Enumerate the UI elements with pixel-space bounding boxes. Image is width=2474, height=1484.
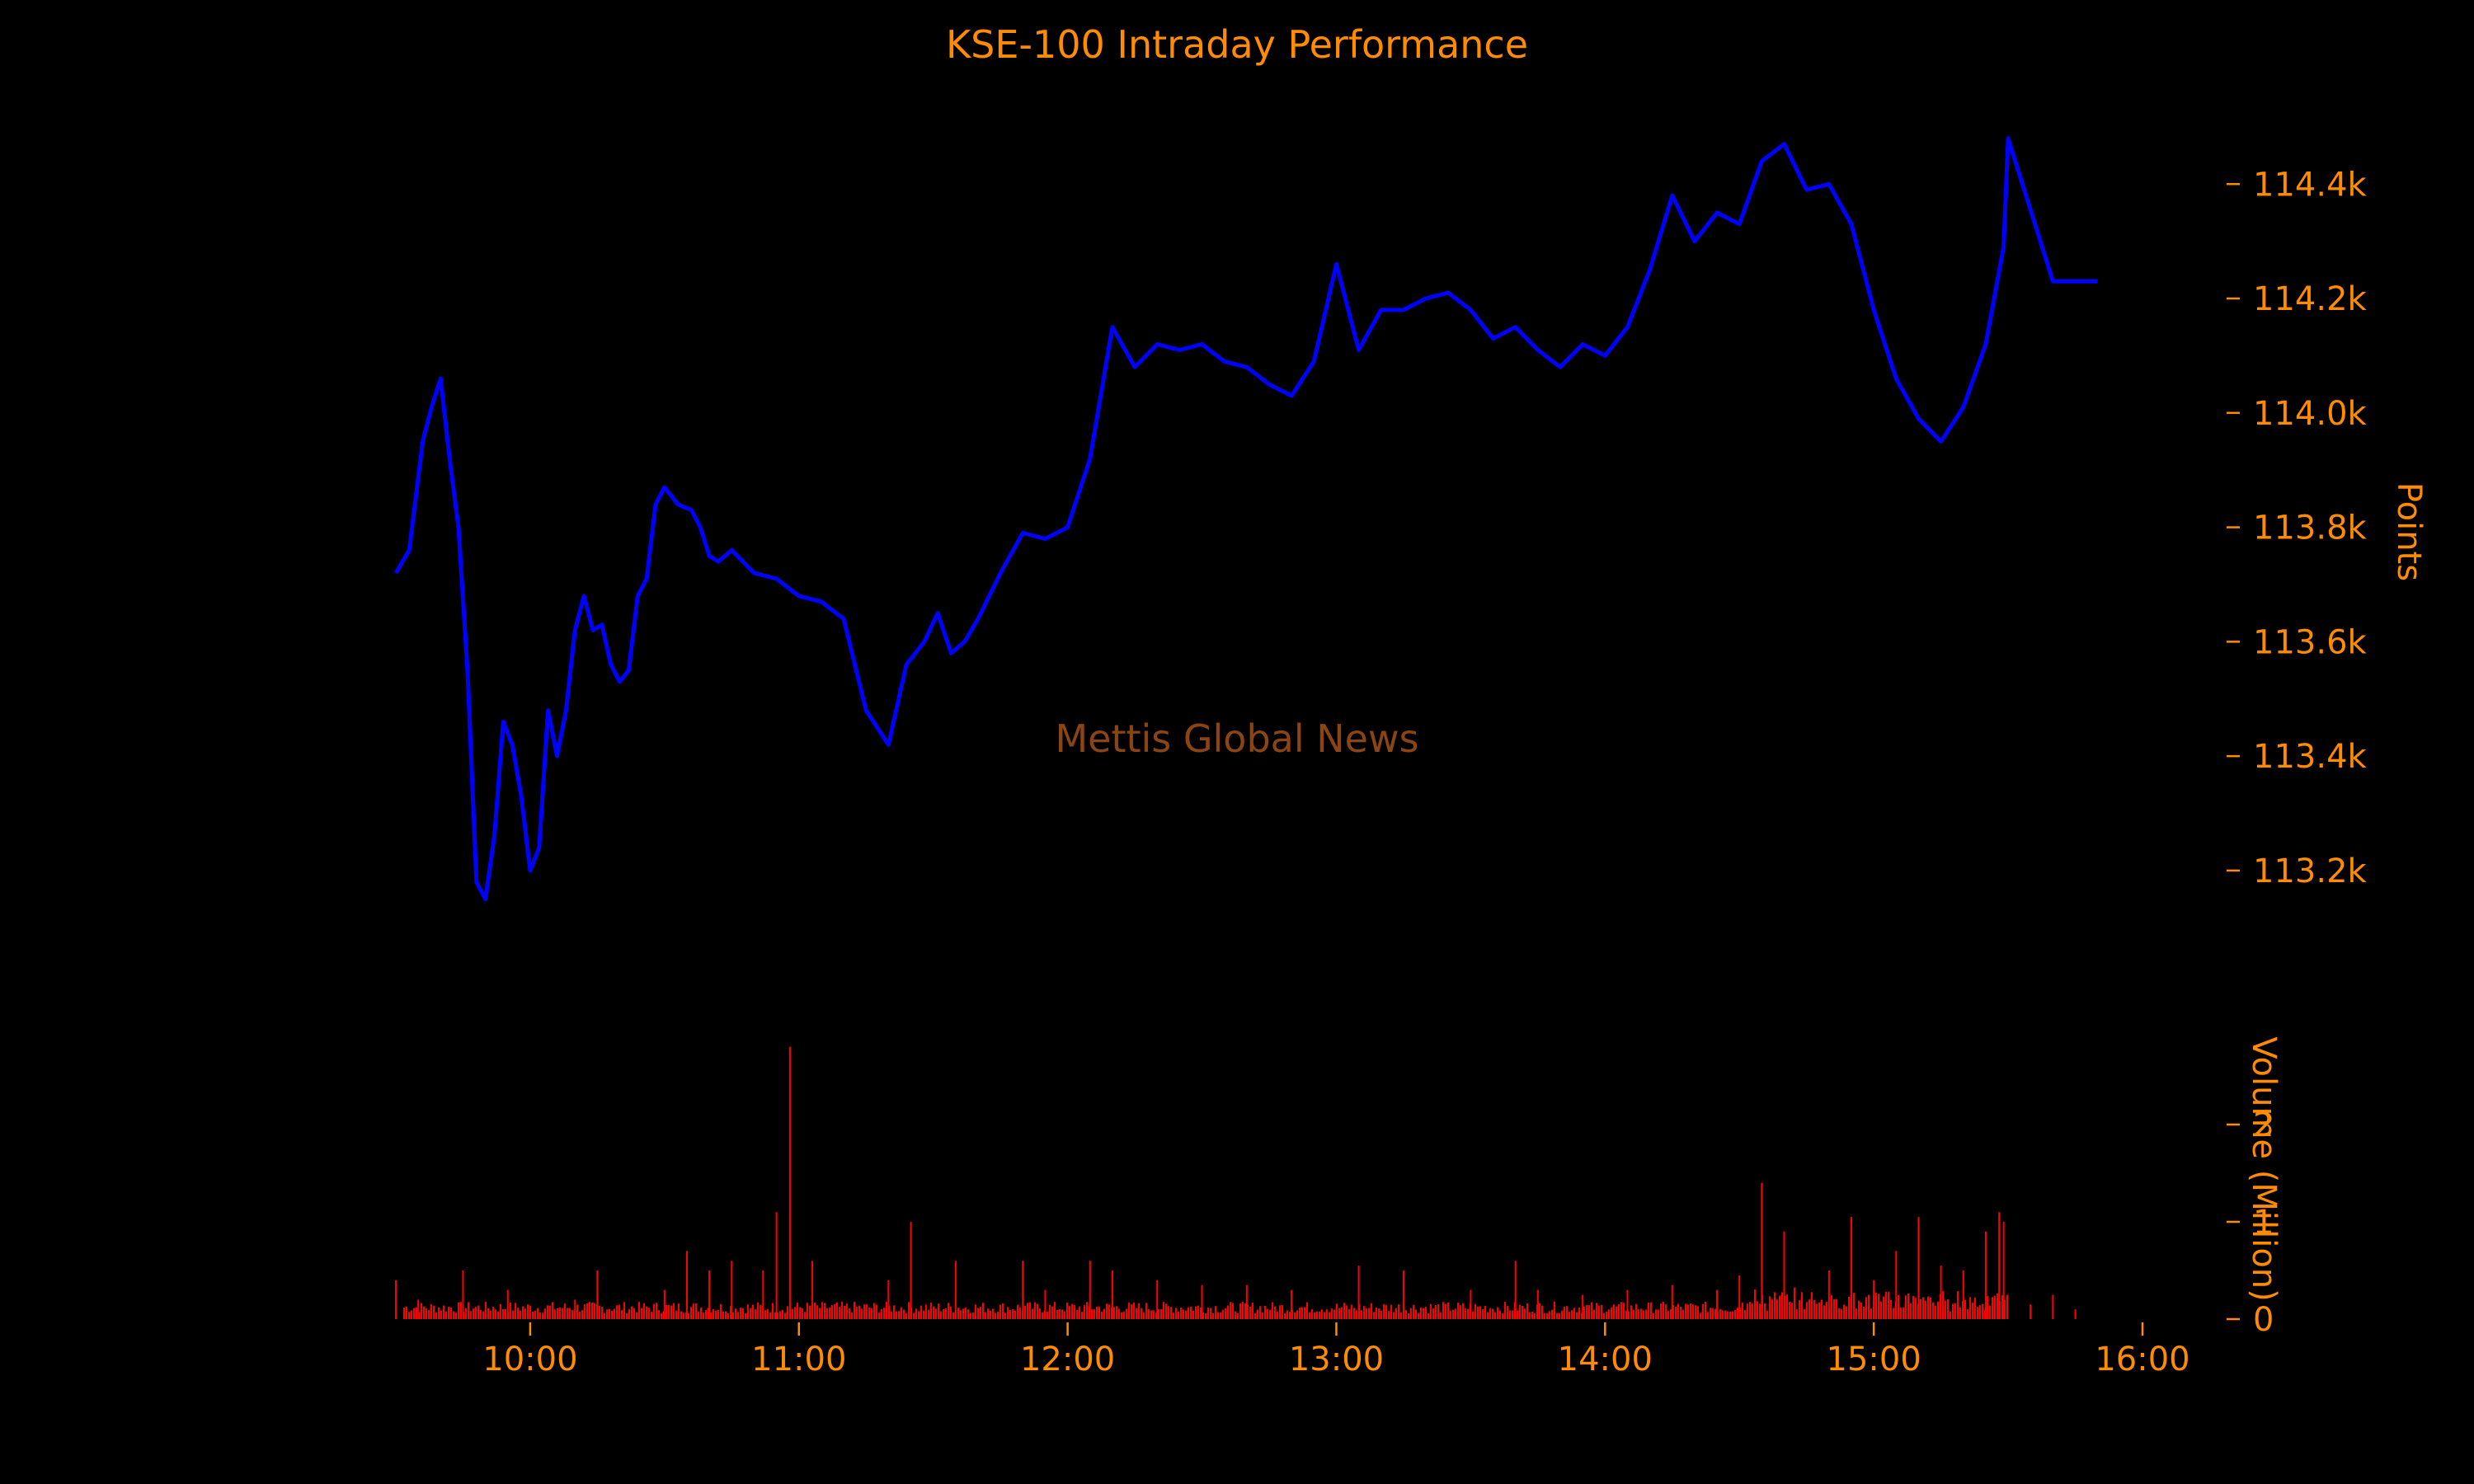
volume-y-axis: 0 1 2 <box>2227 1106 2274 1339</box>
price-tick-label: 114.2k <box>2253 280 2368 318</box>
x-tick-label: 12:00 <box>1020 1341 1115 1378</box>
watermark-label: Mettis Global News <box>1055 716 1418 761</box>
price-tick-label: 114.4k <box>2253 166 2368 204</box>
price-axis-label: Points <box>2390 482 2428 581</box>
volume-axis-label: Volume (Million) <box>2245 1036 2283 1301</box>
volume-tick-label: 0 <box>2253 1301 2274 1339</box>
x-tick-label: 15:00 <box>1827 1341 1921 1378</box>
price-tick-label: 113.2k <box>2253 852 2368 890</box>
volume-tick-label: 2 <box>2253 1106 2274 1144</box>
x-tick-label: 11:00 <box>751 1341 846 1378</box>
price-tick-label: 114.0k <box>2253 395 2368 433</box>
x-tick-label: 10:00 <box>482 1341 577 1378</box>
price-y-axis: 113.2k 113.4k 113.6k 113.8k 114.0k 114.2k 114.… <box>2227 166 2368 890</box>
price-tick-label: 113.6k <box>2253 623 2368 661</box>
x-tick-label: 16:00 <box>2095 1341 2189 1378</box>
price-tick-label: 113.4k <box>2253 738 2368 776</box>
price-tick-label: 113.8k <box>2253 510 2368 547</box>
x-tick-label: 13:00 <box>1289 1341 1384 1378</box>
x-tick-label: 14:00 <box>1558 1341 1653 1378</box>
price-line-series <box>393 136 2098 902</box>
volume-bars <box>395 1046 2077 1319</box>
chart-title: KSE-100 Intraday Performance <box>946 22 1528 67</box>
x-axis: 10:00 11:00 12:00 13:00 14:00 15:00 16:00 <box>482 1322 2190 1378</box>
volume-tick-label: 1 <box>2253 1204 2274 1242</box>
